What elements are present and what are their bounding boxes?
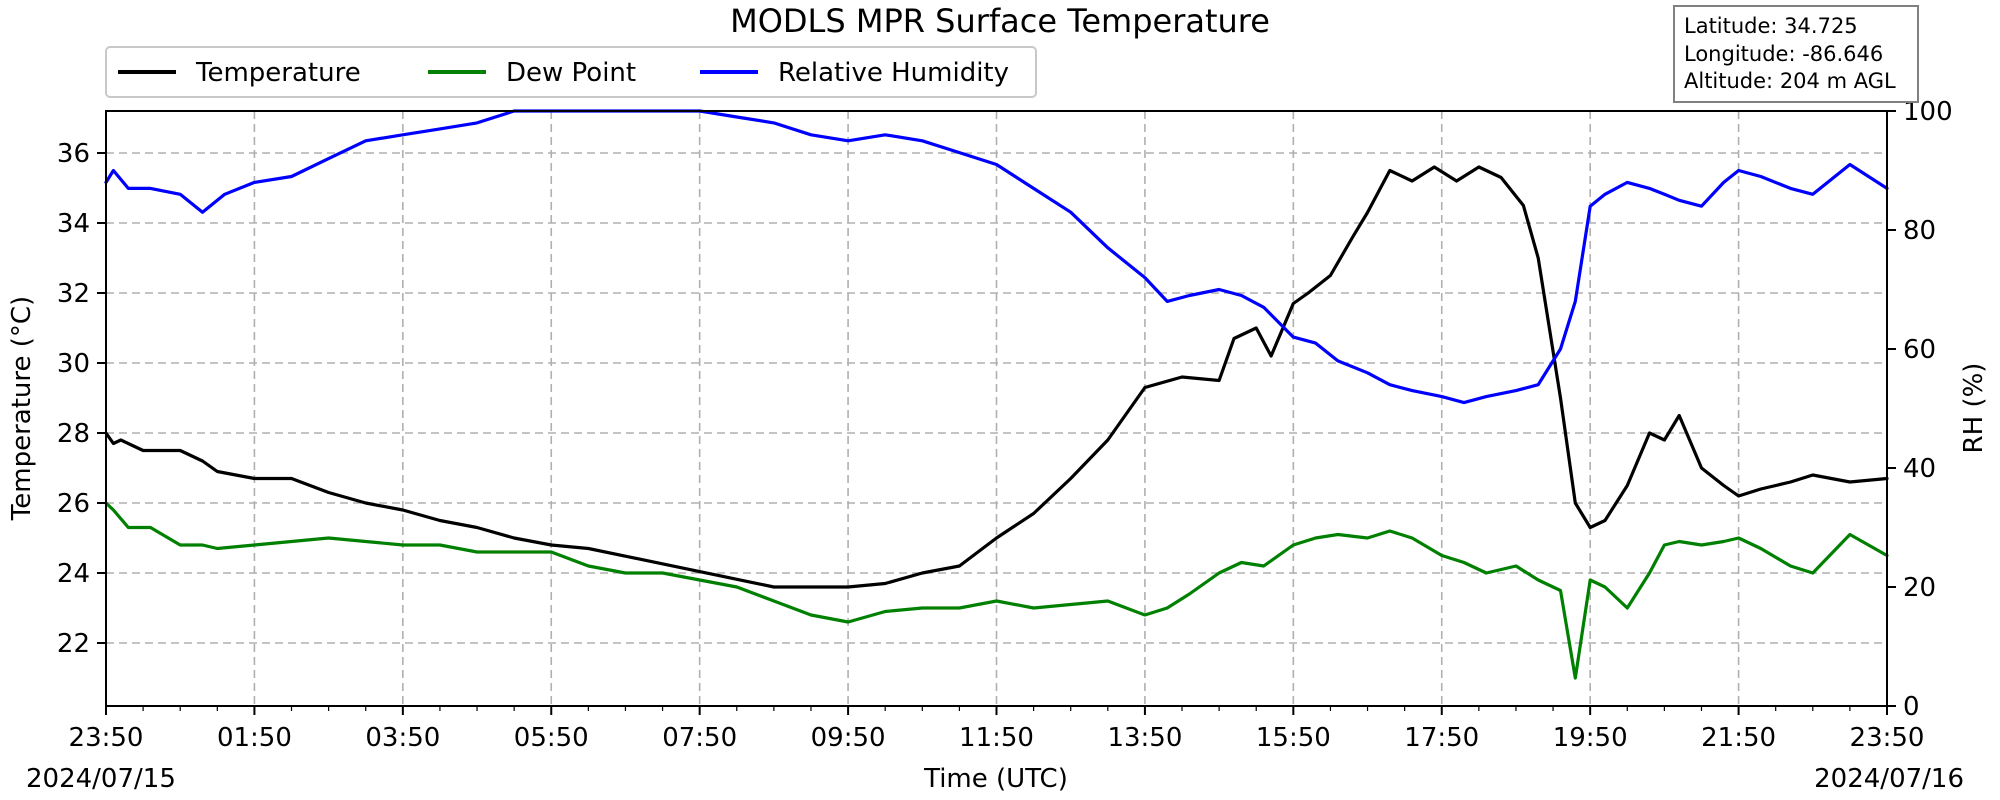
x-tick-label: 23:50 [69, 723, 144, 753]
x-tick-label: 05:50 [514, 723, 589, 753]
legend-label-temperature: Temperature [195, 58, 361, 88]
y-left-tick-label: 24 [57, 559, 90, 589]
series-line-dew-point [104, 501, 1889, 680]
plot-area [106, 111, 1887, 706]
x-tick-label: 11:50 [959, 723, 1034, 753]
date-left: 2024/07/15 [26, 764, 176, 794]
legend-box [105, 46, 1037, 98]
series-line-temperature [104, 165, 1889, 589]
x-tick-label: 17:50 [1404, 723, 1479, 753]
legend-label-relative-humidity: Relative Humidity [778, 58, 1009, 88]
y-left-tick-label: 22 [57, 629, 90, 659]
y-right-tick-label: 80 [1903, 216, 1936, 246]
x-tick-label: 13:50 [1107, 723, 1182, 753]
y-left-tick-label: 28 [57, 419, 90, 449]
x-tick-label: 19:50 [1553, 723, 1628, 753]
y-left-tick-label: 26 [57, 489, 90, 519]
legend: Temperature Dew Point Relative Humidity [105, 46, 1037, 98]
chart-title: MODLS MPR Surface Temperature [730, 2, 1270, 40]
altitude-text: Altitude: 204 m AGL [1684, 69, 1896, 93]
station-info-box: Latitude: 34.725 Longitude: -86.646 Alti… [1673, 5, 1919, 103]
legend-label-dew-point: Dew Point [506, 58, 636, 88]
y-left-tick-label: 32 [57, 279, 90, 309]
grid [106, 111, 1887, 706]
longitude-text: Longitude: -86.646 [1684, 42, 1883, 66]
y-axis-left: 22 24 26 28 30 32 34 36 [57, 139, 106, 659]
x-tick-label: 07:50 [662, 723, 737, 753]
series-line-relative-humidity [104, 109, 1889, 405]
latitude-text: Latitude: 34.725 [1684, 14, 1858, 38]
y-right-tick-label: 0 [1903, 692, 1920, 722]
x-axis: 23:50 01:50 03:50 05:50 07:50 09:50 11:50 13:50… [69, 706, 1925, 753]
y-right-tick-label: 20 [1903, 573, 1936, 603]
x-tick-label: 15:50 [1256, 723, 1331, 753]
station-info-frame [1673, 5, 1919, 103]
x-tick-label: 01:50 [217, 723, 292, 753]
x-tick-label: 09:50 [811, 723, 886, 753]
x-tick-label: 23:50 [1850, 723, 1925, 753]
y-left-tick-label: 36 [57, 139, 90, 169]
y-axis-right-label: RH (%) [1959, 363, 1989, 454]
x-tick-label: 21:50 [1701, 723, 1776, 753]
y-left-tick-label: 34 [57, 209, 90, 239]
y-right-tick-label: 40 [1903, 454, 1936, 484]
series-layer [104, 109, 1889, 680]
y-axis-left-label: Temperature (°C) [7, 296, 37, 521]
y-right-tick-label: 60 [1903, 335, 1936, 365]
x-axis-label: Time (UTC) [923, 764, 1068, 794]
x-tick-label: 03:50 [365, 723, 440, 753]
date-right: 2024/07/16 [1814, 764, 1964, 794]
y-left-tick-label: 30 [57, 349, 90, 379]
